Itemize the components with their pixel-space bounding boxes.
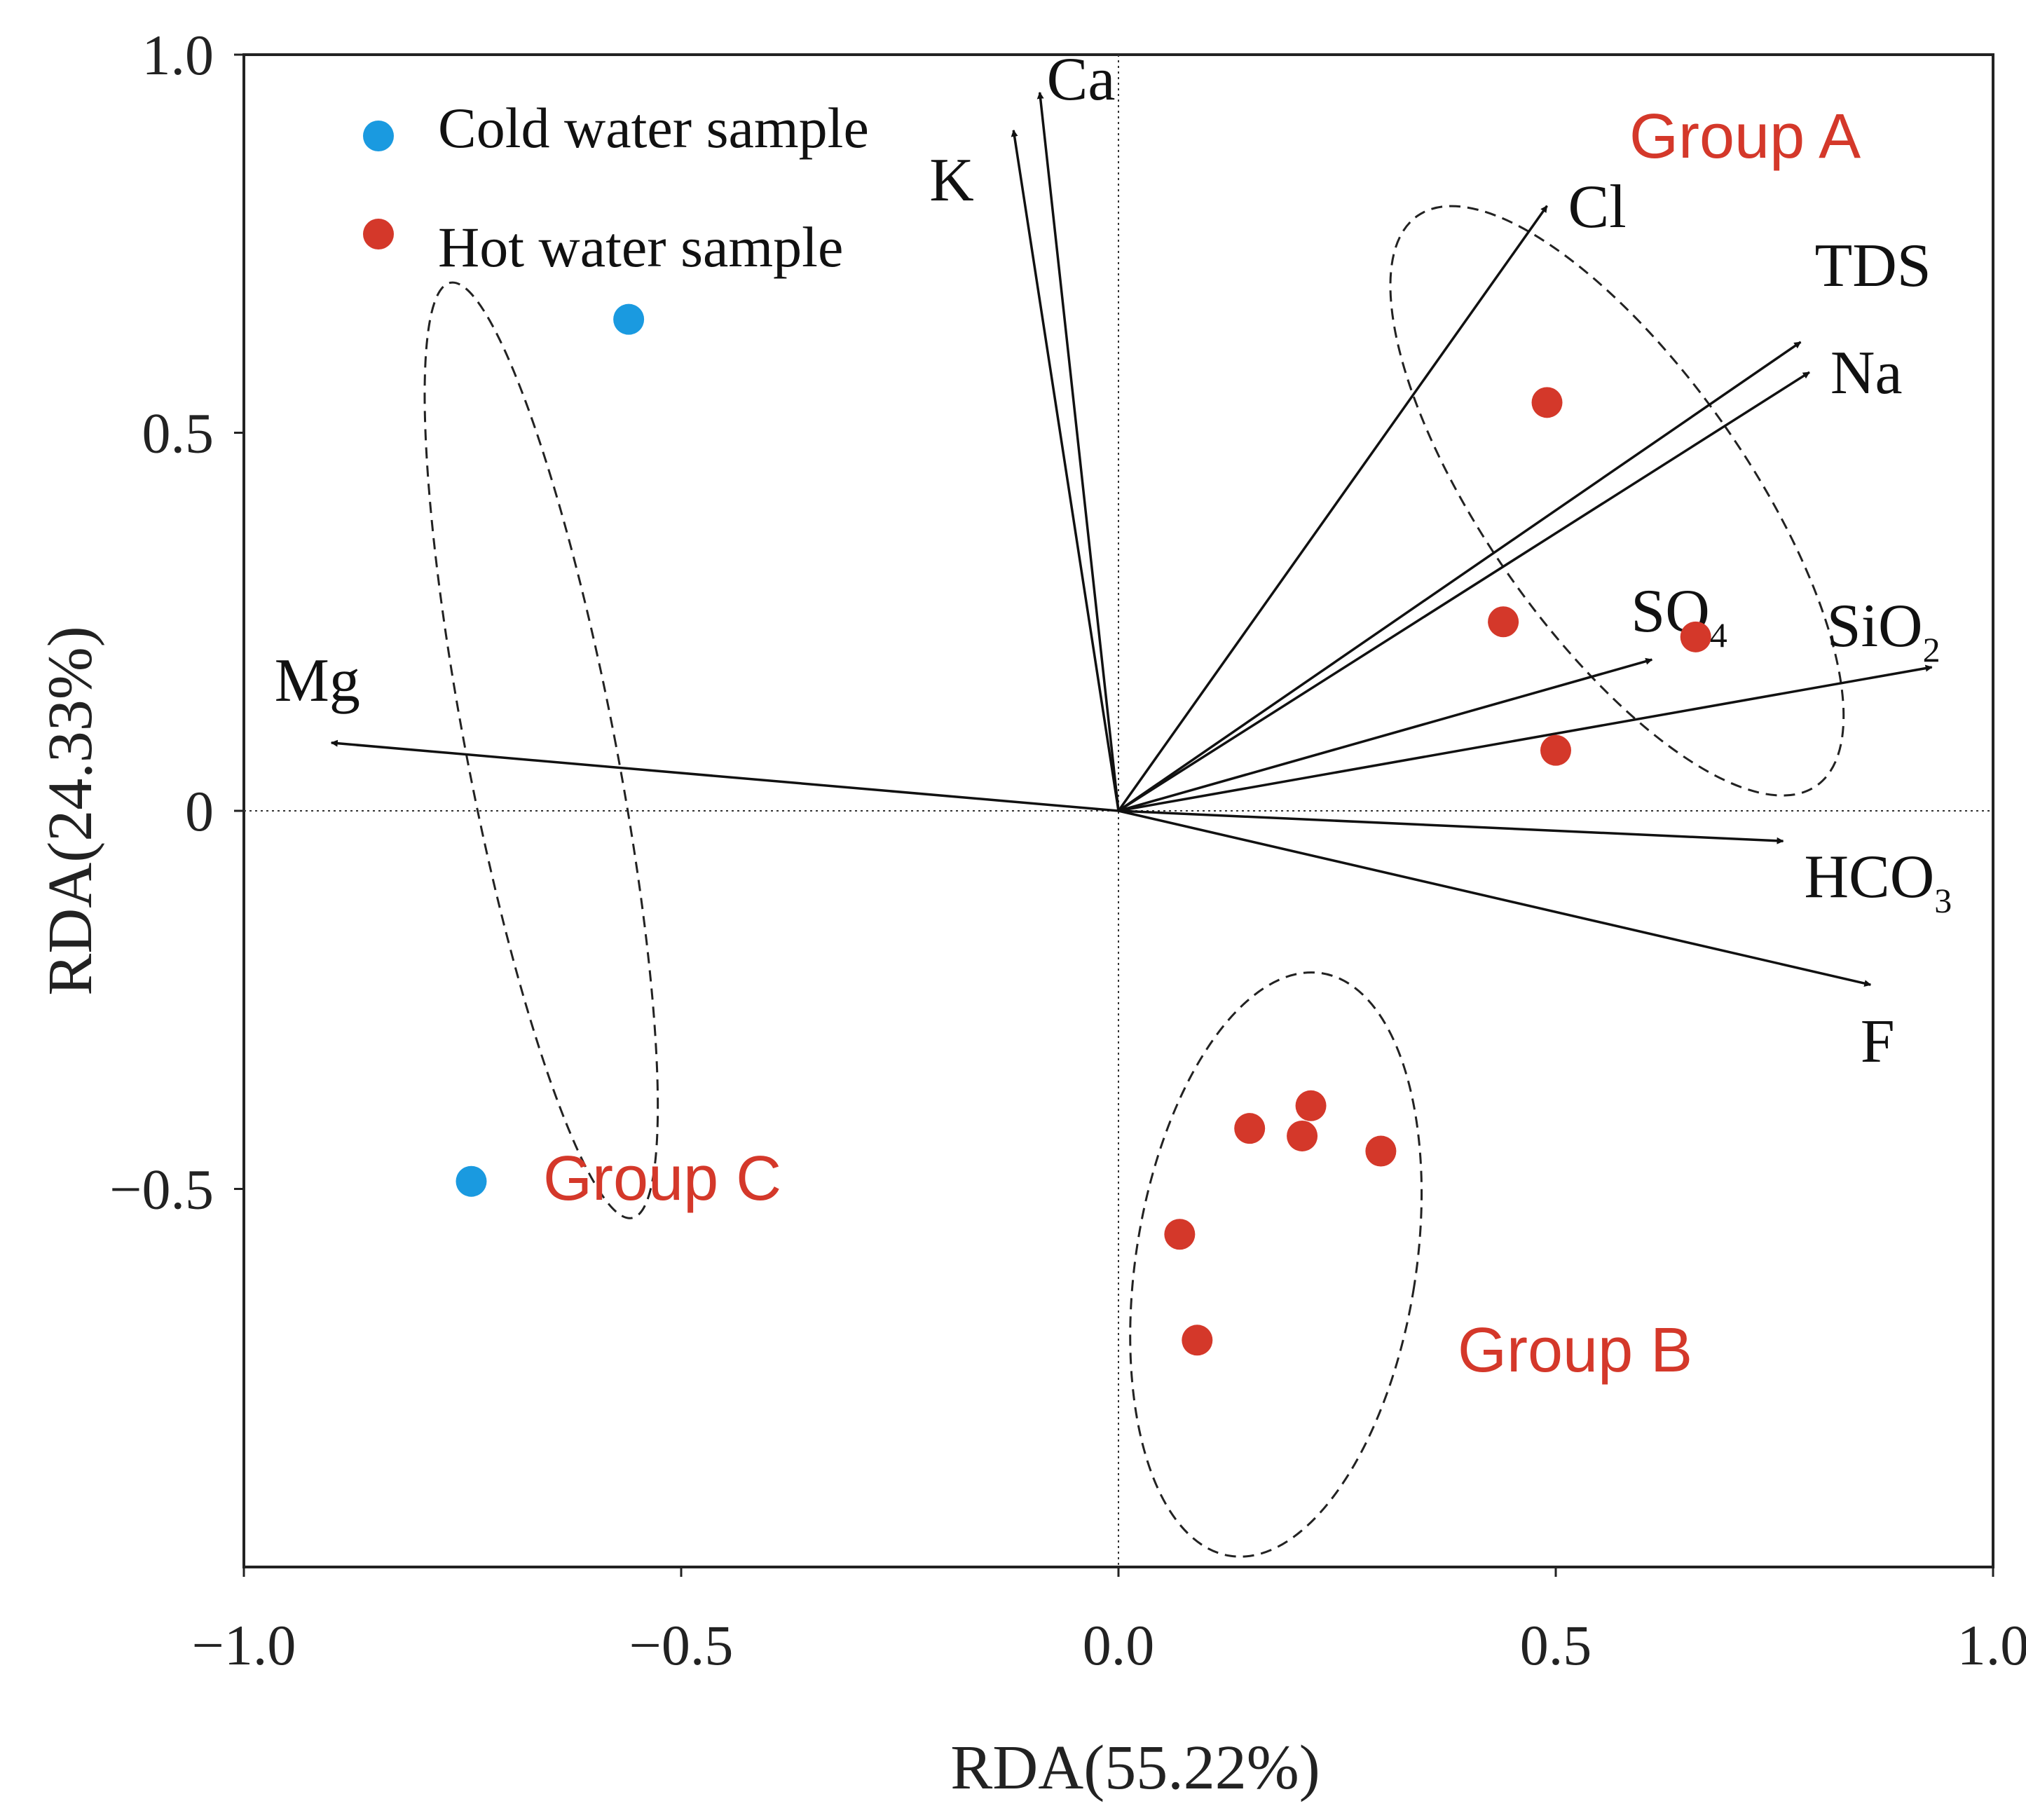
vector-label-text: SiO [1827, 592, 1923, 660]
vector-label-na: Na [1830, 339, 1903, 407]
vector-hco3 [1118, 809, 1784, 844]
vector-label-text: HCO [1804, 843, 1934, 911]
vector-cl [1117, 205, 1548, 812]
vector-label-tds: TDS [1814, 232, 1931, 300]
vector-label-cl: Cl [1568, 173, 1627, 241]
vector-na [1118, 371, 1810, 812]
x-axis-title: RDA(55.22%) [950, 1733, 1320, 1802]
vector-label-subscript: 2 [1923, 630, 1941, 669]
vector-label-mg: Mg [275, 647, 360, 715]
variable-vectors: Ca K Cl TDS Na SO4 SiO2 HCO3 F Mg [275, 46, 1952, 1076]
vector-label-subscript: 4 [1710, 615, 1727, 655]
point-hot-water-sample-8 [1365, 1135, 1397, 1167]
x-tick-label: −0.5 [629, 1613, 734, 1677]
y-tick-label: −0.5 [109, 1158, 214, 1222]
x-tick-label: 0.0 [1083, 1613, 1155, 1677]
vector-label-text: K [929, 146, 974, 214]
vector-label-hco3: HCO3 [1804, 843, 1952, 920]
legend-label-cold: Cold water sample [438, 96, 869, 160]
label-group-c: Group C [543, 1144, 781, 1214]
vector-label-sio2: SiO2 [1827, 592, 1941, 669]
y-tick-label: 0.5 [142, 402, 214, 465]
vector-label-text: Na [1830, 339, 1903, 407]
x-tick-label: 1.0 [1957, 1613, 2026, 1677]
point-hot-water-sample-9 [1164, 1219, 1196, 1250]
vector-mg [330, 739, 1119, 812]
point-hot-water-sample-1 [1531, 387, 1563, 418]
vector-sio2 [1118, 664, 1933, 812]
legend-label-hot: Hot water sample [438, 215, 843, 279]
legend-marker-cold [363, 121, 394, 151]
vector-label-text: F [1861, 1008, 1895, 1076]
vector-label-text: Ca [1047, 46, 1116, 114]
x-tick-label: −1.0 [192, 1613, 296, 1677]
legend: Cold water sample Hot water sample [363, 96, 869, 279]
legend-marker-hot [363, 219, 394, 249]
vector-label-f: F [1861, 1008, 1895, 1076]
vector-label-text: TDS [1814, 232, 1931, 300]
x-tick-label: 0.5 [1520, 1613, 1592, 1677]
point-hot-water-sample-6 [1287, 1120, 1318, 1151]
point-hot-water-sample-5 [1234, 1113, 1266, 1144]
vector-ca [1036, 91, 1120, 812]
y-axis-ticks: 1.0 0.5 0 −0.5 [109, 23, 244, 1222]
point-hot-water-sample-4 [1540, 734, 1571, 766]
vector-label-ca: Ca [1047, 46, 1116, 114]
point-hot-water-sample-7 [1295, 1090, 1327, 1121]
y-tick-label: 1.0 [142, 23, 214, 87]
point-cold-water-sample-2 [456, 1165, 487, 1197]
ellipse-group-c [423, 281, 659, 1219]
ellipse-group-b [1129, 971, 1423, 1558]
vector-k [1011, 129, 1120, 812]
vector-label-text: Mg [275, 647, 360, 715]
sample-points [456, 303, 1711, 1356]
vector-tds [1118, 341, 1802, 812]
vector-f [1118, 809, 1872, 987]
vector-label-k: K [929, 146, 974, 214]
point-hot-water-sample-2 [1488, 606, 1519, 638]
group-ellipses [423, 205, 1845, 1558]
vector-so4 [1118, 657, 1653, 812]
vector-label-text: Cl [1568, 173, 1627, 241]
vector-label-subscript: 3 [1934, 881, 1952, 920]
x-axis-ticks: −1.0 −0.5 0.0 0.5 1.0 [192, 1567, 2026, 1677]
vector-label-so4: SO4 [1631, 577, 1727, 655]
y-axis-title: RDA(24.33%) [36, 626, 105, 995]
group-labels: Group A Group B Group C [543, 102, 1861, 1385]
point-hot-water-sample-3 [1680, 621, 1711, 652]
y-tick-label: 0 [185, 779, 214, 843]
point-cold-water-sample-1 [613, 303, 645, 335]
point-hot-water-sample-10 [1182, 1325, 1213, 1356]
label-group-a: Group A [1629, 102, 1861, 172]
label-group-b: Group B [1458, 1315, 1692, 1385]
